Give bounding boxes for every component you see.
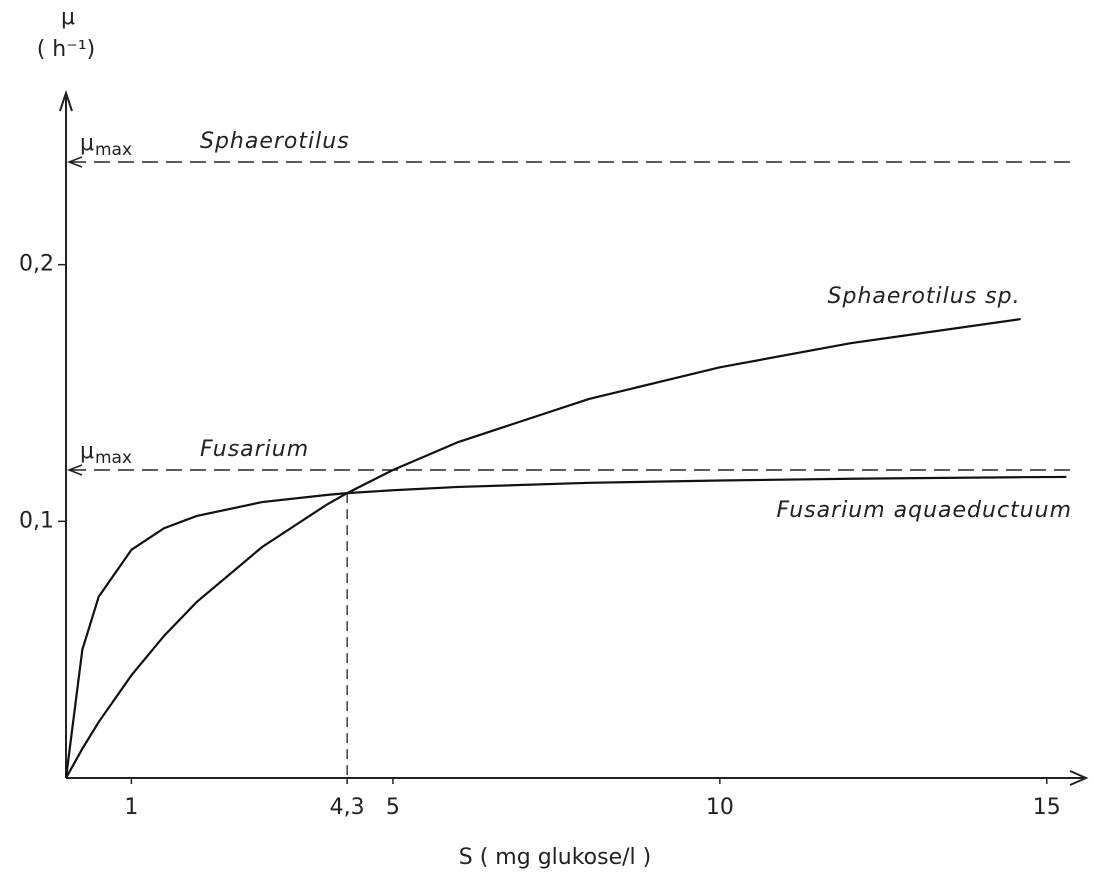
x-tick-label: 4,3 <box>330 795 365 820</box>
series-label: Fusarium aquaeductuum <box>776 498 1072 523</box>
x-tick-label: 1 <box>124 795 138 820</box>
series-line <box>65 317 1021 779</box>
y-axis-arrow <box>59 89 73 112</box>
reference-label: Sphaerotilus <box>200 129 350 154</box>
reference-subscript: max <box>95 140 132 160</box>
series-line <box>64 475 1067 779</box>
y-tick-label: 0,2 <box>19 252 54 277</box>
x-tick-label: 5 <box>386 795 400 820</box>
x-axis-label: S ( mg glukose/l ) <box>459 845 651 870</box>
y-axis-label: μ <box>61 5 75 30</box>
reference-symbol: μ <box>80 131 94 156</box>
reference-subscript: max <box>95 448 132 468</box>
reference-arrow <box>66 464 83 476</box>
series-label: Sphaerotilus sp. <box>828 284 1021 309</box>
reference-label: Fusarium <box>200 437 309 462</box>
reference-arrow <box>66 156 83 168</box>
reference-symbol: μ <box>80 439 94 464</box>
y-tick-label: 0,1 <box>19 508 54 533</box>
x-axis-arrow <box>1069 770 1089 786</box>
x-tick-label: 15 <box>1033 795 1061 820</box>
x-tick-label: 10 <box>706 795 734 820</box>
y-axis-unit: ( h⁻¹) <box>37 37 96 62</box>
